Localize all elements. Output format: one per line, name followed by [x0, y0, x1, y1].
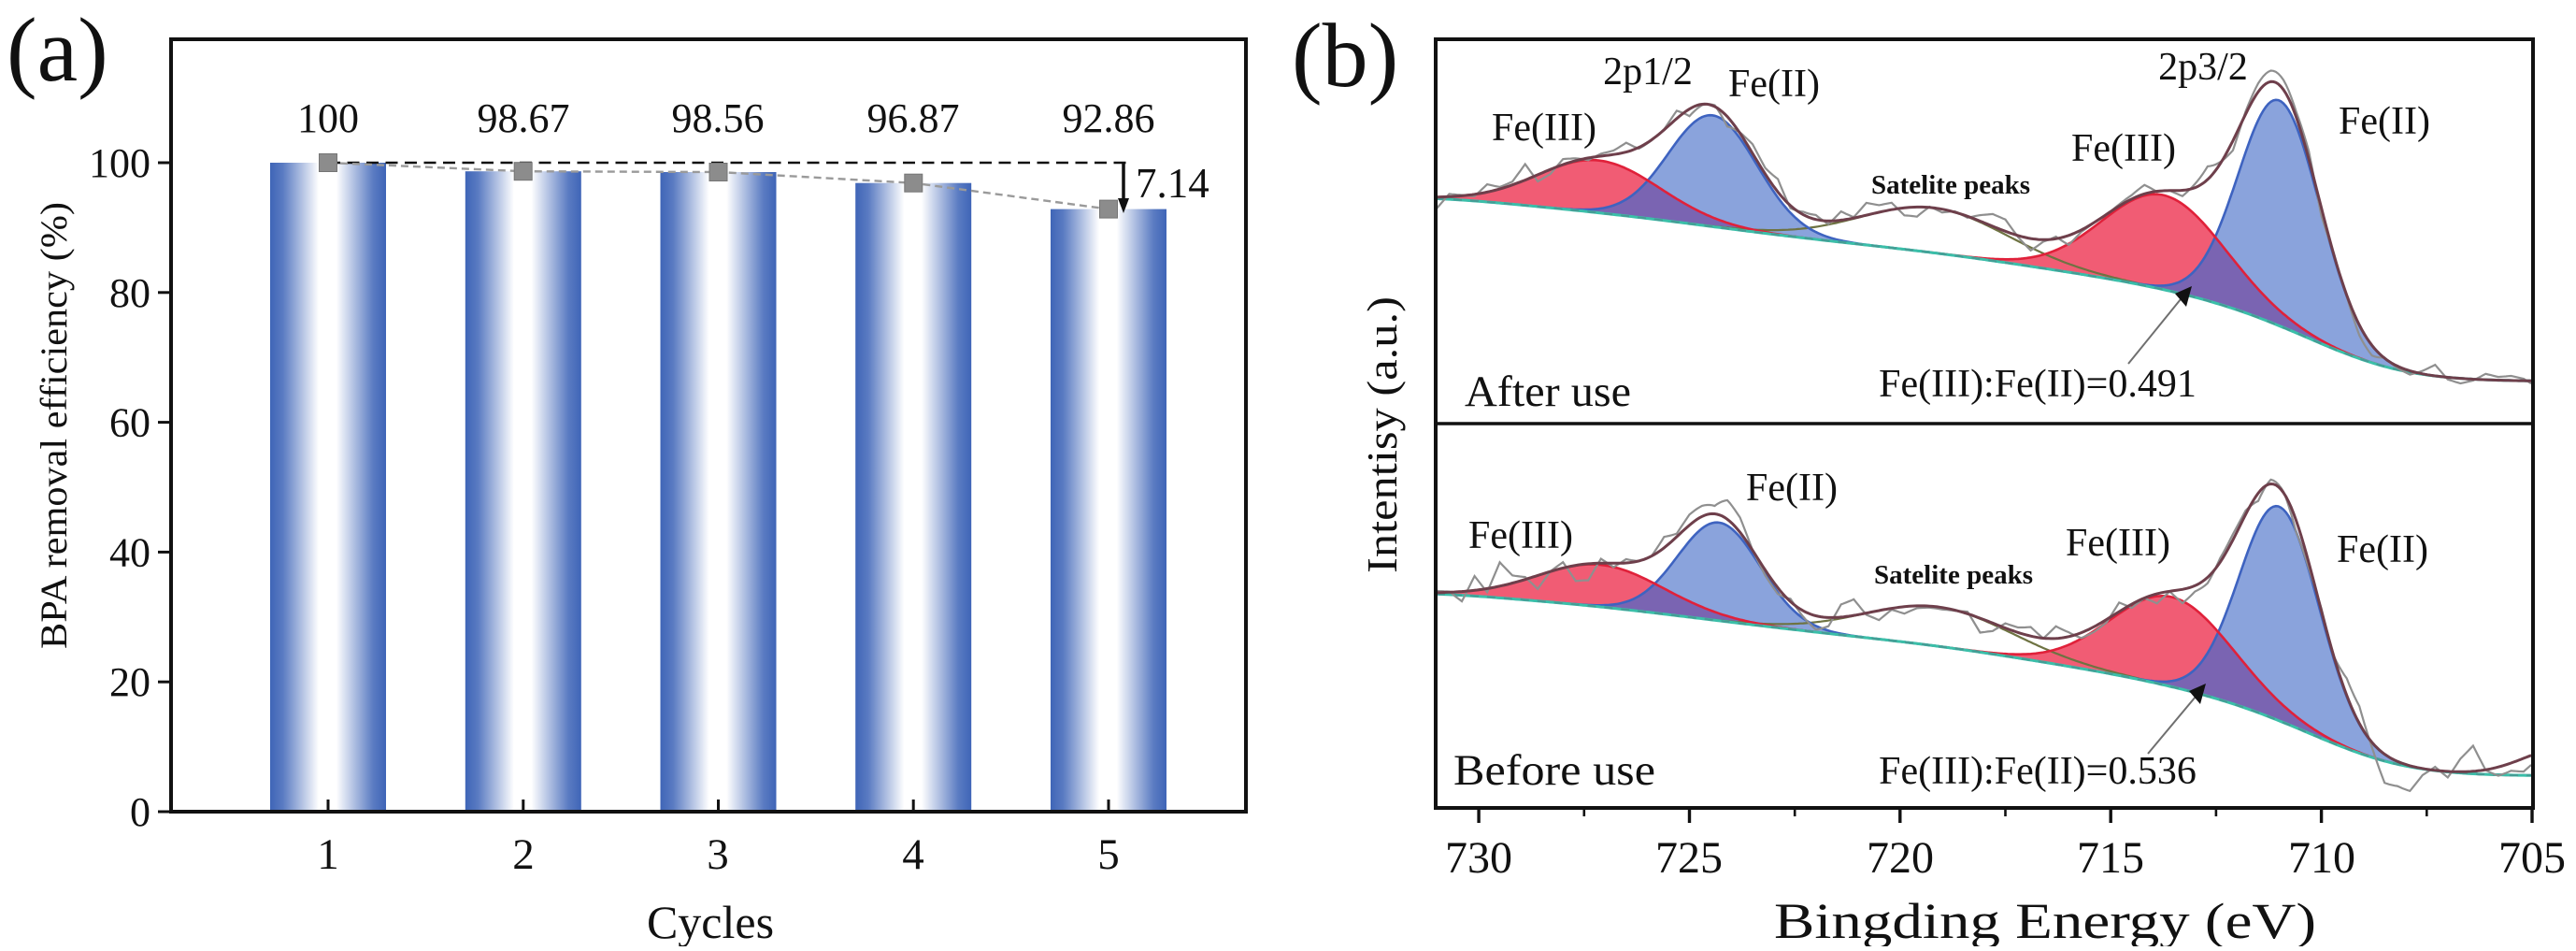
svg-text:(a): (a): [7, 0, 108, 101]
svg-text:Fe(III): Fe(III): [1492, 107, 1596, 150]
svg-text:98.67: 98.67: [478, 95, 570, 141]
svg-text:Fe(II): Fe(II): [2337, 528, 2428, 571]
svg-text:98.56: 98.56: [672, 95, 765, 141]
svg-text:7.14: 7.14: [1136, 160, 1209, 207]
svg-text:Intentisy (a.u.): Intentisy (a.u.): [1358, 296, 1406, 573]
svg-text:730: 730: [1445, 833, 1512, 883]
svg-text:4: 4: [902, 830, 924, 879]
svg-text:705: 705: [2498, 833, 2566, 883]
svg-text:2p3/2: 2p3/2: [2158, 46, 2248, 89]
svg-text:Satelite peaks: Satelite peaks: [1871, 170, 2030, 200]
svg-text:100: 100: [297, 95, 359, 141]
svg-text:(b): (b): [1292, 6, 1398, 107]
svg-text:720: 720: [1867, 833, 1934, 883]
svg-text:2p1/2: 2p1/2: [1603, 50, 1693, 94]
svg-text:20: 20: [109, 659, 150, 705]
svg-text:40: 40: [109, 529, 150, 575]
svg-text:Satelite peaks: Satelite peaks: [1874, 560, 2033, 590]
svg-text:60: 60: [109, 400, 150, 446]
svg-text:92.86: 92.86: [1063, 95, 1155, 141]
svg-text:Fe(III): Fe(III): [1468, 514, 1573, 557]
svg-text:Cycles: Cycles: [647, 896, 774, 946]
svg-text:Fe(III):Fe(II)=0.491: Fe(III):Fe(II)=0.491: [1879, 363, 2197, 406]
svg-text:Fe(II): Fe(II): [1728, 63, 1820, 106]
svg-text:725: 725: [1655, 833, 1723, 883]
svg-text:Fe(III): Fe(III): [2066, 522, 2170, 565]
svg-text:Before use: Before use: [1453, 746, 1655, 795]
svg-text:0: 0: [130, 789, 150, 835]
svg-text:Bingding Energy (eV): Bingding Energy (eV): [1774, 893, 2316, 946]
svg-text:96.87: 96.87: [867, 95, 960, 141]
svg-text:715: 715: [2077, 833, 2144, 883]
svg-text:After use: After use: [1465, 367, 1631, 416]
svg-text:3: 3: [707, 830, 729, 879]
svg-text:100: 100: [89, 140, 150, 186]
svg-text:BPA removal efficiency (%): BPA removal efficiency (%): [33, 202, 75, 649]
svg-text:Fe(II): Fe(II): [2339, 100, 2430, 143]
svg-text:Fe(III): Fe(III): [2071, 127, 2176, 170]
svg-text:Fe(II): Fe(II): [1746, 467, 1838, 510]
svg-text:5: 5: [1097, 830, 1120, 879]
svg-text:Fe(III):Fe(II)=0.536: Fe(III):Fe(II)=0.536: [1879, 750, 2197, 793]
svg-text:80: 80: [109, 270, 150, 316]
svg-text:1: 1: [317, 830, 339, 879]
svg-text:710: 710: [2288, 833, 2355, 883]
svg-text:2: 2: [512, 830, 535, 879]
